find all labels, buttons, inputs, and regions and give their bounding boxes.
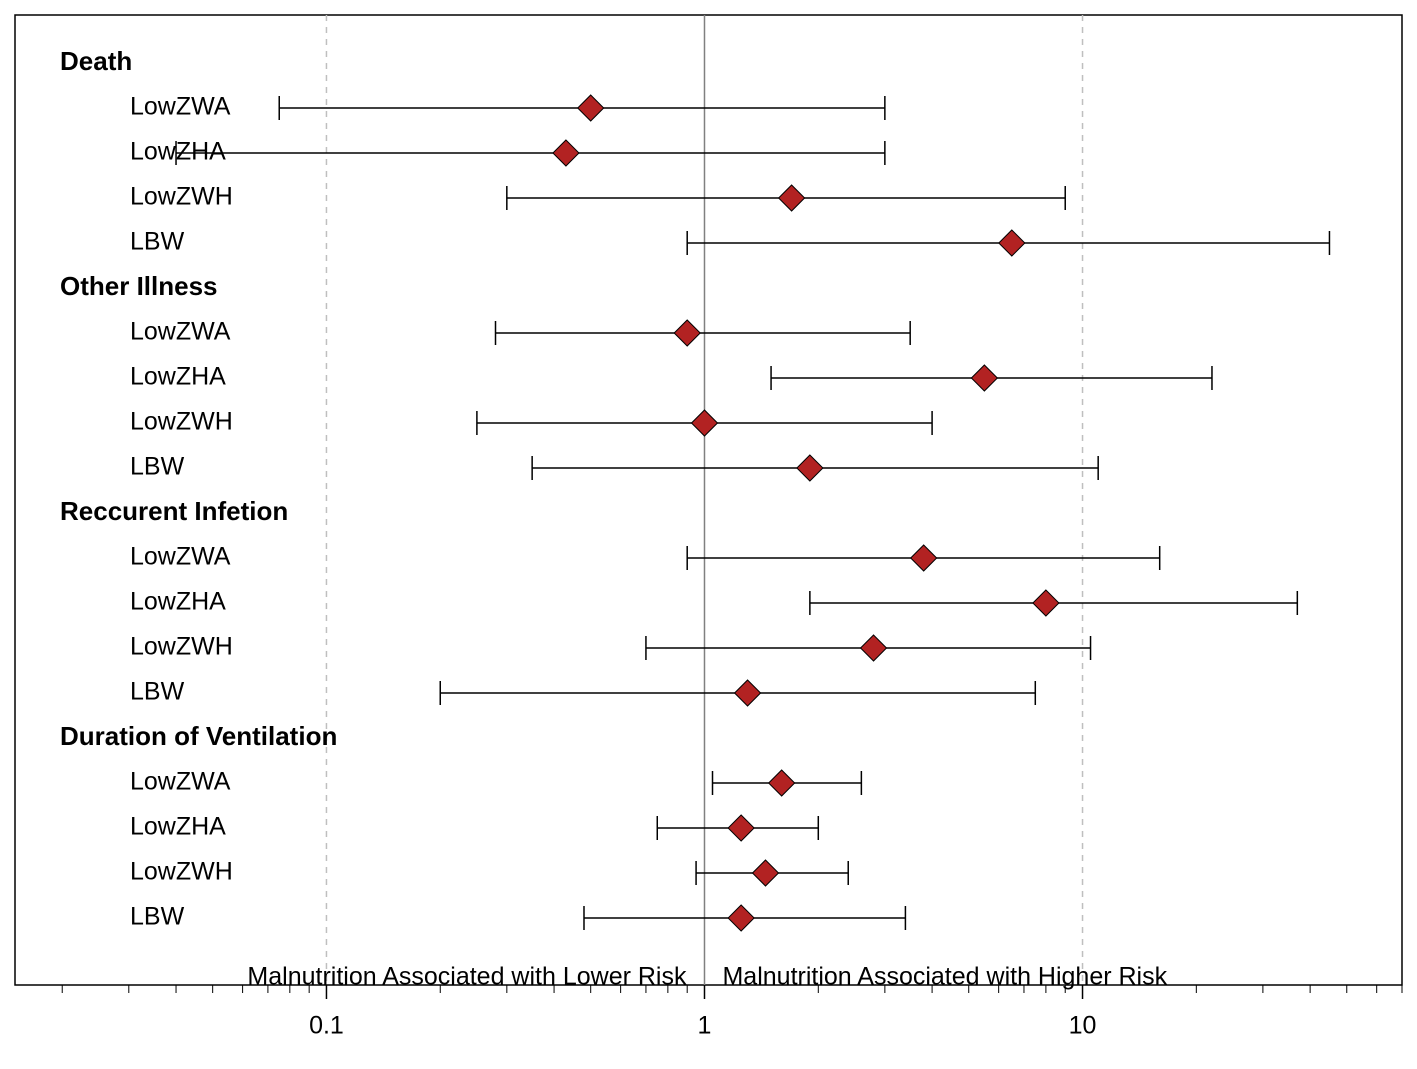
item-label: LBW xyxy=(130,678,185,706)
x-tick-label: 1 xyxy=(698,1012,712,1040)
item-label: LowZHA xyxy=(130,138,226,166)
group-label: Duration of Ventilation xyxy=(60,721,337,751)
item-label: LowZHA xyxy=(130,363,226,391)
group-label: Reccurent Infetion xyxy=(60,496,288,526)
item-label: LBW xyxy=(130,228,185,256)
item-label: LowZHA xyxy=(130,588,226,616)
item-label: LBW xyxy=(130,903,185,931)
item-label: LowZWA xyxy=(130,768,231,796)
forest-plot: Death LowZWA LowZHA LowZWH LBW Other Illness L… xyxy=(0,0,1417,1069)
x-tick-label: 0.1 xyxy=(309,1012,344,1040)
item-label: LowZHA xyxy=(130,813,226,841)
forest-plot-svg: Death LowZWA LowZHA LowZWH LBW Other Illness L… xyxy=(0,0,1417,1069)
item-label: LowZWH xyxy=(130,633,233,661)
item-label: LowZWA xyxy=(130,318,231,346)
annotation-right: Malnutrition Associated with Higher Risk xyxy=(722,963,1167,991)
x-tick-label: 10 xyxy=(1069,1012,1097,1040)
item-label: LowZWH xyxy=(130,858,233,886)
item-label: LowZWA xyxy=(130,93,231,121)
item-label: LowZWA xyxy=(130,543,231,571)
item-label: LowZWH xyxy=(130,183,233,211)
item-label: LowZWH xyxy=(130,408,233,436)
group-label: Other Illness xyxy=(60,271,218,301)
group-label: Death xyxy=(60,46,132,76)
item-label: LBW xyxy=(130,453,185,481)
